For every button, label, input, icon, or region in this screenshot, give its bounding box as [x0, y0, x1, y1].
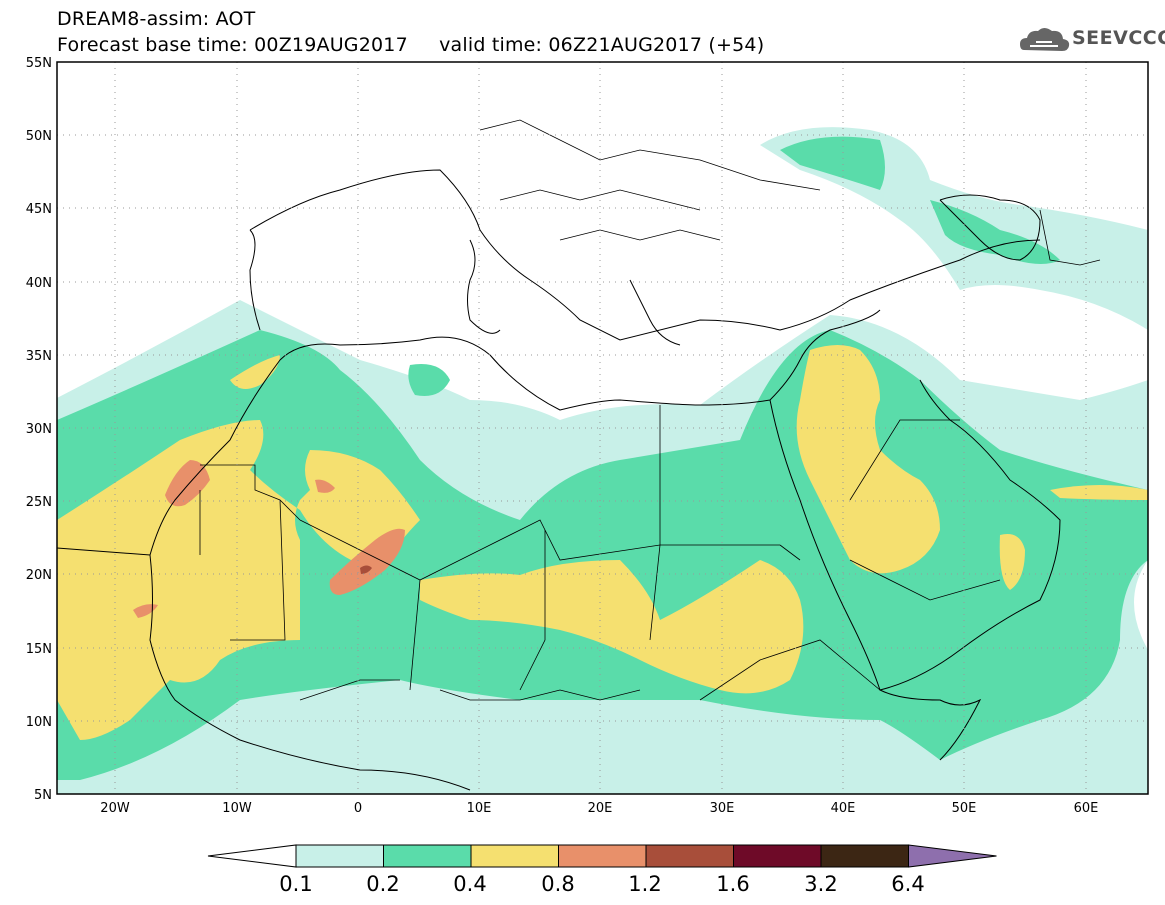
lon-tick-label: 20W [100, 801, 130, 816]
aot-contour-0.2-north [780, 136, 885, 190]
lat-tick-label: 45N [26, 202, 52, 217]
colorbar-swatch [558, 844, 647, 868]
colorbar-label: 0.1 [279, 872, 313, 896]
coastlines [57, 169, 1061, 791]
colorbar-label: 1.2 [628, 872, 662, 896]
colorbar-label: 0.8 [541, 872, 575, 896]
lon-tick-label: 10W [222, 801, 252, 816]
aot-contour-0.8-mauritania [165, 460, 210, 507]
lon-tick-label: 40E [831, 801, 856, 816]
grid-lines [57, 62, 1148, 794]
lat-tick-label: 50N [26, 129, 52, 144]
lat-tick-label: 10N [26, 715, 52, 730]
forecast-time-line: Forecast base time: 00Z19AUG2017 valid t… [57, 34, 765, 56]
colorbar-swatch [820, 844, 909, 868]
aot-contour-0.4 [57, 420, 420, 740]
aot-contour-0.8-algeria [315, 479, 335, 493]
colorbar-swatch [733, 844, 822, 868]
colorbar-swatch [383, 844, 472, 868]
colorbar-swatch [645, 844, 734, 868]
lat-tick-label: 5N [34, 788, 52, 803]
lat-tick-label: 30N [26, 422, 52, 437]
lat-tick-label: 15N [26, 642, 52, 657]
cloud-logo-icon [1020, 28, 1070, 51]
lon-tick-label: 50E [952, 801, 977, 816]
country-borders [199, 119, 1101, 701]
colorbar-swatch [470, 844, 559, 868]
lon-tick-label: 20E [588, 801, 613, 816]
lon-tick-label: 0 [354, 801, 362, 816]
colorbar-label: 1.6 [716, 872, 750, 896]
map-frame [56, 61, 1149, 795]
lat-tick-label: 35N [26, 349, 52, 364]
lon-axis: 20W 10W 0 10E 20E 30E 40E 50E 60E [100, 801, 1098, 816]
lat-tick-label: 55N [26, 56, 52, 71]
aot-contour-0.8-mali [329, 528, 405, 595]
colorbar-lower-extend [207, 844, 297, 868]
lat-tick-label: 25N [26, 495, 52, 510]
aot-contour-0.2-caspian [930, 200, 1060, 264]
colorbar [207, 844, 997, 868]
lon-tick-label: 10E [467, 801, 492, 816]
lon-tick-label: 30E [710, 801, 735, 816]
aot-contour-0.4-arabia [796, 345, 940, 574]
aot-contour-1.2 [360, 565, 372, 574]
lat-tick-label: 40N [26, 276, 52, 291]
aot-field [57, 127, 1148, 794]
lat-tick-label: 20N [26, 568, 52, 583]
aot-contour-0.2-med [408, 364, 450, 396]
aot-contour-0.4-morocco [230, 355, 280, 389]
colorbar-upper-extend [908, 844, 997, 868]
lon-tick-label: 60E [1074, 801, 1099, 816]
aot-contour-0.4-gulf [1050, 485, 1148, 500]
logo-text: SEEVCCC [1072, 27, 1165, 49]
colorbar-swatch [295, 844, 384, 868]
lat-axis: 55N 50N 45N 40N 35N 30N 25N 20N 15N 10N … [26, 56, 52, 803]
colorbar-label: 0.2 [366, 872, 400, 896]
aot-contour-0.4-oman [999, 534, 1025, 590]
colorbar-label: 6.4 [891, 872, 925, 896]
colorbar-label: 3.2 [804, 872, 838, 896]
chart-title: DREAM8-assim: AOT [57, 8, 256, 30]
aot-contour-0.8-west [133, 604, 158, 618]
colorbar-label: 0.4 [453, 872, 487, 896]
aot-contour-0.4-central [420, 560, 804, 694]
